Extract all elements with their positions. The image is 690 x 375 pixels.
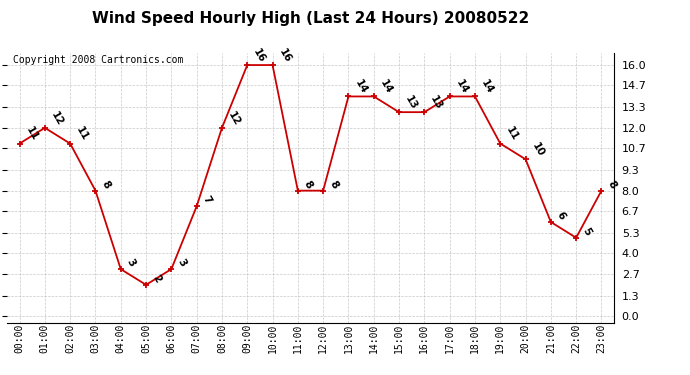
Text: 14: 14 (479, 78, 495, 96)
Text: 8: 8 (327, 178, 339, 190)
Text: 13: 13 (428, 94, 444, 111)
Text: 14: 14 (353, 78, 368, 96)
Text: 8: 8 (99, 178, 112, 190)
Text: 3: 3 (125, 257, 137, 268)
Text: 11: 11 (23, 125, 39, 143)
Text: 8: 8 (302, 178, 315, 190)
Text: 10: 10 (530, 141, 546, 159)
Text: 16: 16 (251, 47, 267, 64)
Text: 14: 14 (378, 78, 394, 96)
Text: 2: 2 (150, 273, 163, 284)
Text: 13: 13 (403, 94, 419, 111)
Text: 12: 12 (226, 110, 242, 127)
Text: 7: 7 (201, 194, 213, 206)
Text: 8: 8 (606, 178, 618, 190)
Text: 11: 11 (504, 125, 520, 143)
Text: 12: 12 (49, 110, 65, 127)
Text: Wind Speed Hourly High (Last 24 Hours) 20080522: Wind Speed Hourly High (Last 24 Hours) 2… (92, 11, 529, 26)
Text: 14: 14 (454, 78, 470, 96)
Text: 6: 6 (555, 210, 567, 221)
Text: 11: 11 (75, 125, 90, 143)
Text: 5: 5 (580, 226, 593, 237)
Text: 3: 3 (175, 257, 188, 268)
Text: 16: 16 (277, 47, 293, 64)
Text: Copyright 2008 Cartronics.com: Copyright 2008 Cartronics.com (13, 55, 184, 65)
